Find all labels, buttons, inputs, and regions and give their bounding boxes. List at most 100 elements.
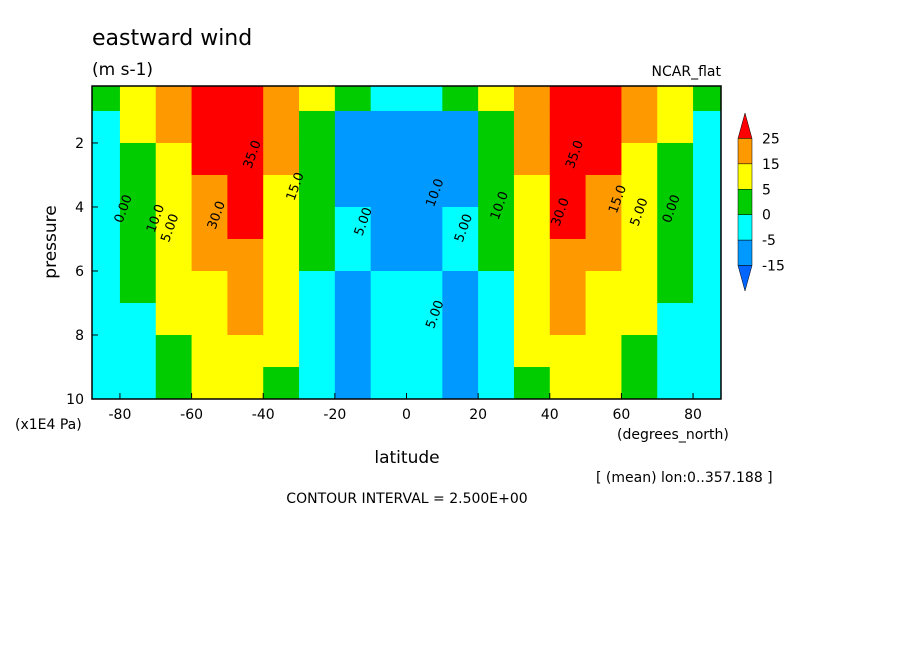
field-cell xyxy=(334,334,372,368)
field-cell xyxy=(370,270,407,304)
field-cell xyxy=(191,334,228,368)
chart-title: eastward wind xyxy=(92,26,252,51)
y-tick-label: 6 xyxy=(75,264,84,280)
field-cell xyxy=(513,334,551,368)
field-cell xyxy=(191,206,228,240)
field-cell xyxy=(585,86,622,112)
field-cell xyxy=(263,86,300,112)
field-cell xyxy=(406,270,443,304)
field-cell xyxy=(442,270,479,304)
field-cell xyxy=(191,86,228,112)
field-cell xyxy=(92,110,121,144)
field-cell xyxy=(478,270,515,304)
field-cell xyxy=(119,206,157,240)
field-cell xyxy=(657,86,694,112)
field-cell xyxy=(657,302,694,336)
field-cell xyxy=(119,238,157,272)
field-cell xyxy=(513,86,551,112)
field-cell xyxy=(621,270,658,304)
field-cell xyxy=(585,366,622,399)
field-cell xyxy=(191,302,228,336)
field-cell xyxy=(442,366,479,399)
field-cell xyxy=(478,174,515,208)
field-cell xyxy=(657,110,694,144)
field-cell xyxy=(549,86,587,112)
field-cell xyxy=(478,142,515,176)
field-cell xyxy=(334,174,372,208)
field-cell xyxy=(299,366,336,399)
footnote: [ (mean) lon:0..357.188 ] xyxy=(596,470,773,486)
field-cell xyxy=(621,142,658,176)
field-cell xyxy=(406,206,443,240)
field-cell xyxy=(227,174,264,208)
field-cell xyxy=(119,86,157,112)
field-cell xyxy=(585,302,622,336)
x-tick-label: 40 xyxy=(541,407,559,423)
field-cell xyxy=(299,334,336,368)
field-cell xyxy=(442,206,479,240)
field-cell xyxy=(299,270,336,304)
field-cell xyxy=(442,302,479,336)
field-cell xyxy=(513,142,551,176)
field-cell xyxy=(263,110,300,144)
colorbar-segment xyxy=(737,265,753,292)
field-cell xyxy=(119,142,157,176)
field-cell xyxy=(478,334,515,368)
field-cell xyxy=(155,302,193,336)
field-cell xyxy=(513,302,551,336)
field-cell xyxy=(478,110,515,144)
field-cell xyxy=(227,302,264,336)
field-cell xyxy=(513,366,551,399)
field-cell xyxy=(513,174,551,208)
field-cell xyxy=(621,174,658,208)
field-cell xyxy=(263,270,300,304)
field-cell xyxy=(549,270,587,304)
x-tick-label: 0 xyxy=(402,407,411,423)
field-cell xyxy=(657,206,694,240)
field-cell xyxy=(406,366,443,399)
colorbar-label: 25 xyxy=(762,131,780,147)
field-cell xyxy=(92,302,121,336)
x-tick-label: 80 xyxy=(684,407,702,423)
field-cell xyxy=(621,302,658,336)
field-cell xyxy=(299,110,336,144)
field-cell xyxy=(92,334,121,368)
field-cell xyxy=(263,142,300,176)
field-cell xyxy=(406,142,443,176)
field-cell xyxy=(334,366,372,399)
x-tick-label: -80 xyxy=(109,407,132,423)
colorbar-label: 15 xyxy=(762,157,780,173)
field-cell xyxy=(92,238,121,272)
colorbar-label: -5 xyxy=(762,233,776,249)
field-cell xyxy=(299,206,336,240)
field-cell xyxy=(549,302,587,336)
field-cell xyxy=(155,142,193,176)
field-cell xyxy=(549,174,587,208)
colorbar-label: 5 xyxy=(762,182,771,198)
field-cell xyxy=(119,270,157,304)
x-tick-label: -40 xyxy=(252,407,275,423)
x-tick-label: -60 xyxy=(180,407,203,423)
field-cell xyxy=(155,174,193,208)
field-cell xyxy=(621,334,658,368)
field-cell xyxy=(693,206,721,240)
field-cell xyxy=(191,174,228,208)
field-cell xyxy=(334,270,372,304)
colorbar-segment xyxy=(737,112,753,139)
field-cell xyxy=(119,302,157,336)
field-cell xyxy=(585,238,622,272)
field-cell xyxy=(406,334,443,368)
x-axis-unit: (degrees_north) xyxy=(617,427,729,443)
field-cell xyxy=(92,270,121,304)
field: 35.0 35.030.0 30.015.0 15.010.0 10.05.00 5.00… xyxy=(92,86,721,399)
field-cell xyxy=(478,86,515,112)
field-cell xyxy=(334,302,372,336)
field-cell xyxy=(191,142,228,176)
x-tick-label: 60 xyxy=(613,407,631,423)
y-tick-label: 4 xyxy=(75,200,84,216)
field-cell xyxy=(549,366,587,399)
field-cell xyxy=(370,238,407,272)
field-cell xyxy=(478,366,515,399)
field-cell xyxy=(155,270,193,304)
colormap-name: NCAR_flat xyxy=(652,64,722,80)
